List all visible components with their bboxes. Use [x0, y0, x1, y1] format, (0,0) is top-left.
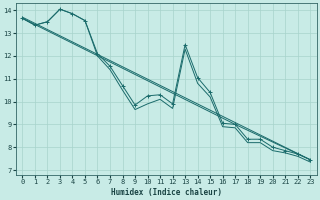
- X-axis label: Humidex (Indice chaleur): Humidex (Indice chaleur): [111, 188, 222, 197]
